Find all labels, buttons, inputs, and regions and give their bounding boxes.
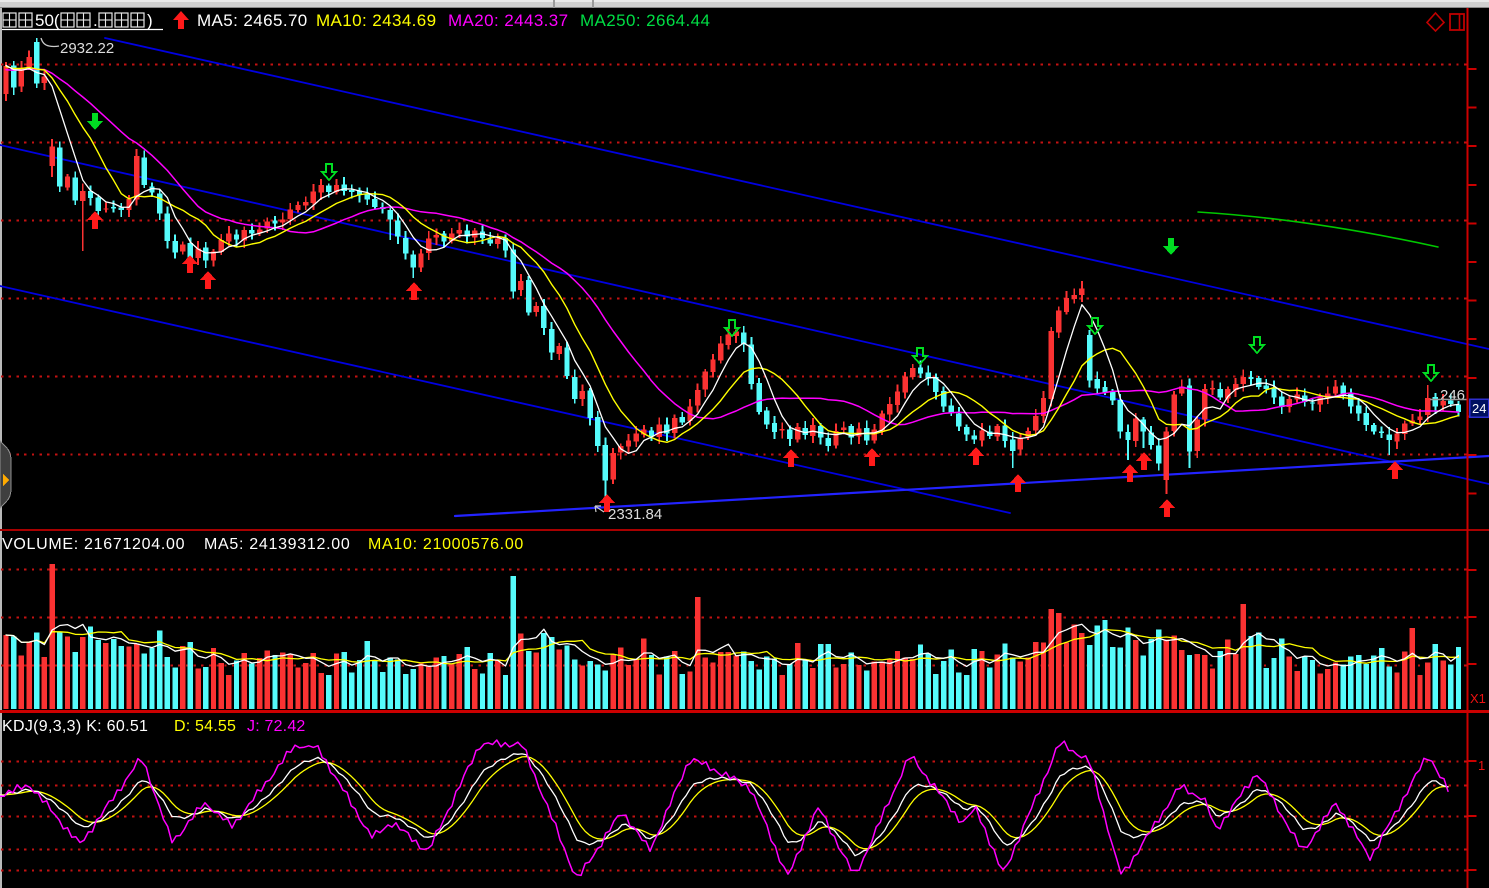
svg-text:50(: 50(	[35, 11, 60, 30]
svg-text:2331.84: 2331.84	[608, 506, 662, 523]
svg-text:MA10: 2434.69: MA10: 2434.69	[316, 11, 437, 30]
svg-text:KDJ(9,3,3) K: 60.51: KDJ(9,3,3) K: 60.51	[2, 718, 148, 735]
svg-text:2932.22: 2932.22	[60, 40, 114, 57]
svg-text:J: 72.42: J: 72.42	[247, 718, 306, 735]
svg-text:1: 1	[1478, 758, 1485, 773]
svg-text:): )	[147, 11, 153, 30]
svg-text:MA5: 2465.70: MA5: 2465.70	[197, 11, 308, 30]
svg-text:MA10: 21000576.00: MA10: 21000576.00	[368, 536, 524, 553]
svg-text:24: 24	[1472, 401, 1486, 416]
svg-text:MA20: 2443.37: MA20: 2443.37	[448, 11, 569, 30]
svg-text:246: 246	[1440, 387, 1465, 404]
svg-text:VOLUME: 21671204.00: VOLUME: 21671204.00	[2, 536, 185, 553]
svg-text:.: .	[93, 11, 98, 30]
svg-text:MA250: 2664.44: MA250: 2664.44	[580, 11, 710, 30]
svg-text:MA5: 24139312.00: MA5: 24139312.00	[204, 536, 350, 553]
svg-text:X1: X1	[1470, 691, 1486, 706]
svg-text:D: 54.55: D: 54.55	[174, 718, 236, 735]
